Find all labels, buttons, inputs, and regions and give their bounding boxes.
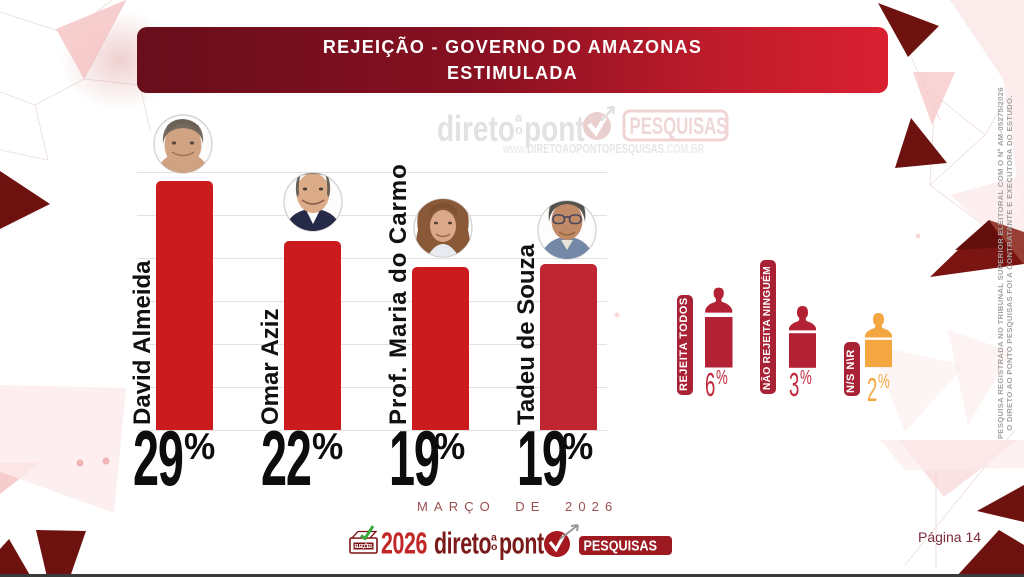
svg-text:pont: pont xyxy=(524,109,585,149)
svg-text:PESQUISAS: PESQUISAS xyxy=(584,536,657,553)
svg-text:o: o xyxy=(491,541,497,553)
svg-text:2026: 2026 xyxy=(381,526,427,561)
svg-text:PESQUISAS: PESQUISAS xyxy=(630,113,728,140)
svg-text:direto: direto xyxy=(434,526,491,561)
svg-text:direto: direto xyxy=(437,109,515,149)
svg-text:ELEIÇÕES: ELEIÇÕES xyxy=(355,543,374,550)
svg-text:www.DIRETOAOPONTOPESQUISAS.COM: www.DIRETOAOPONTOPESQUISAS.COM.BR xyxy=(502,143,704,157)
svg-text:o: o xyxy=(515,122,523,137)
svg-text:a: a xyxy=(491,532,497,544)
svg-text:a: a xyxy=(515,110,523,125)
svg-text:pont: pont xyxy=(499,526,544,561)
